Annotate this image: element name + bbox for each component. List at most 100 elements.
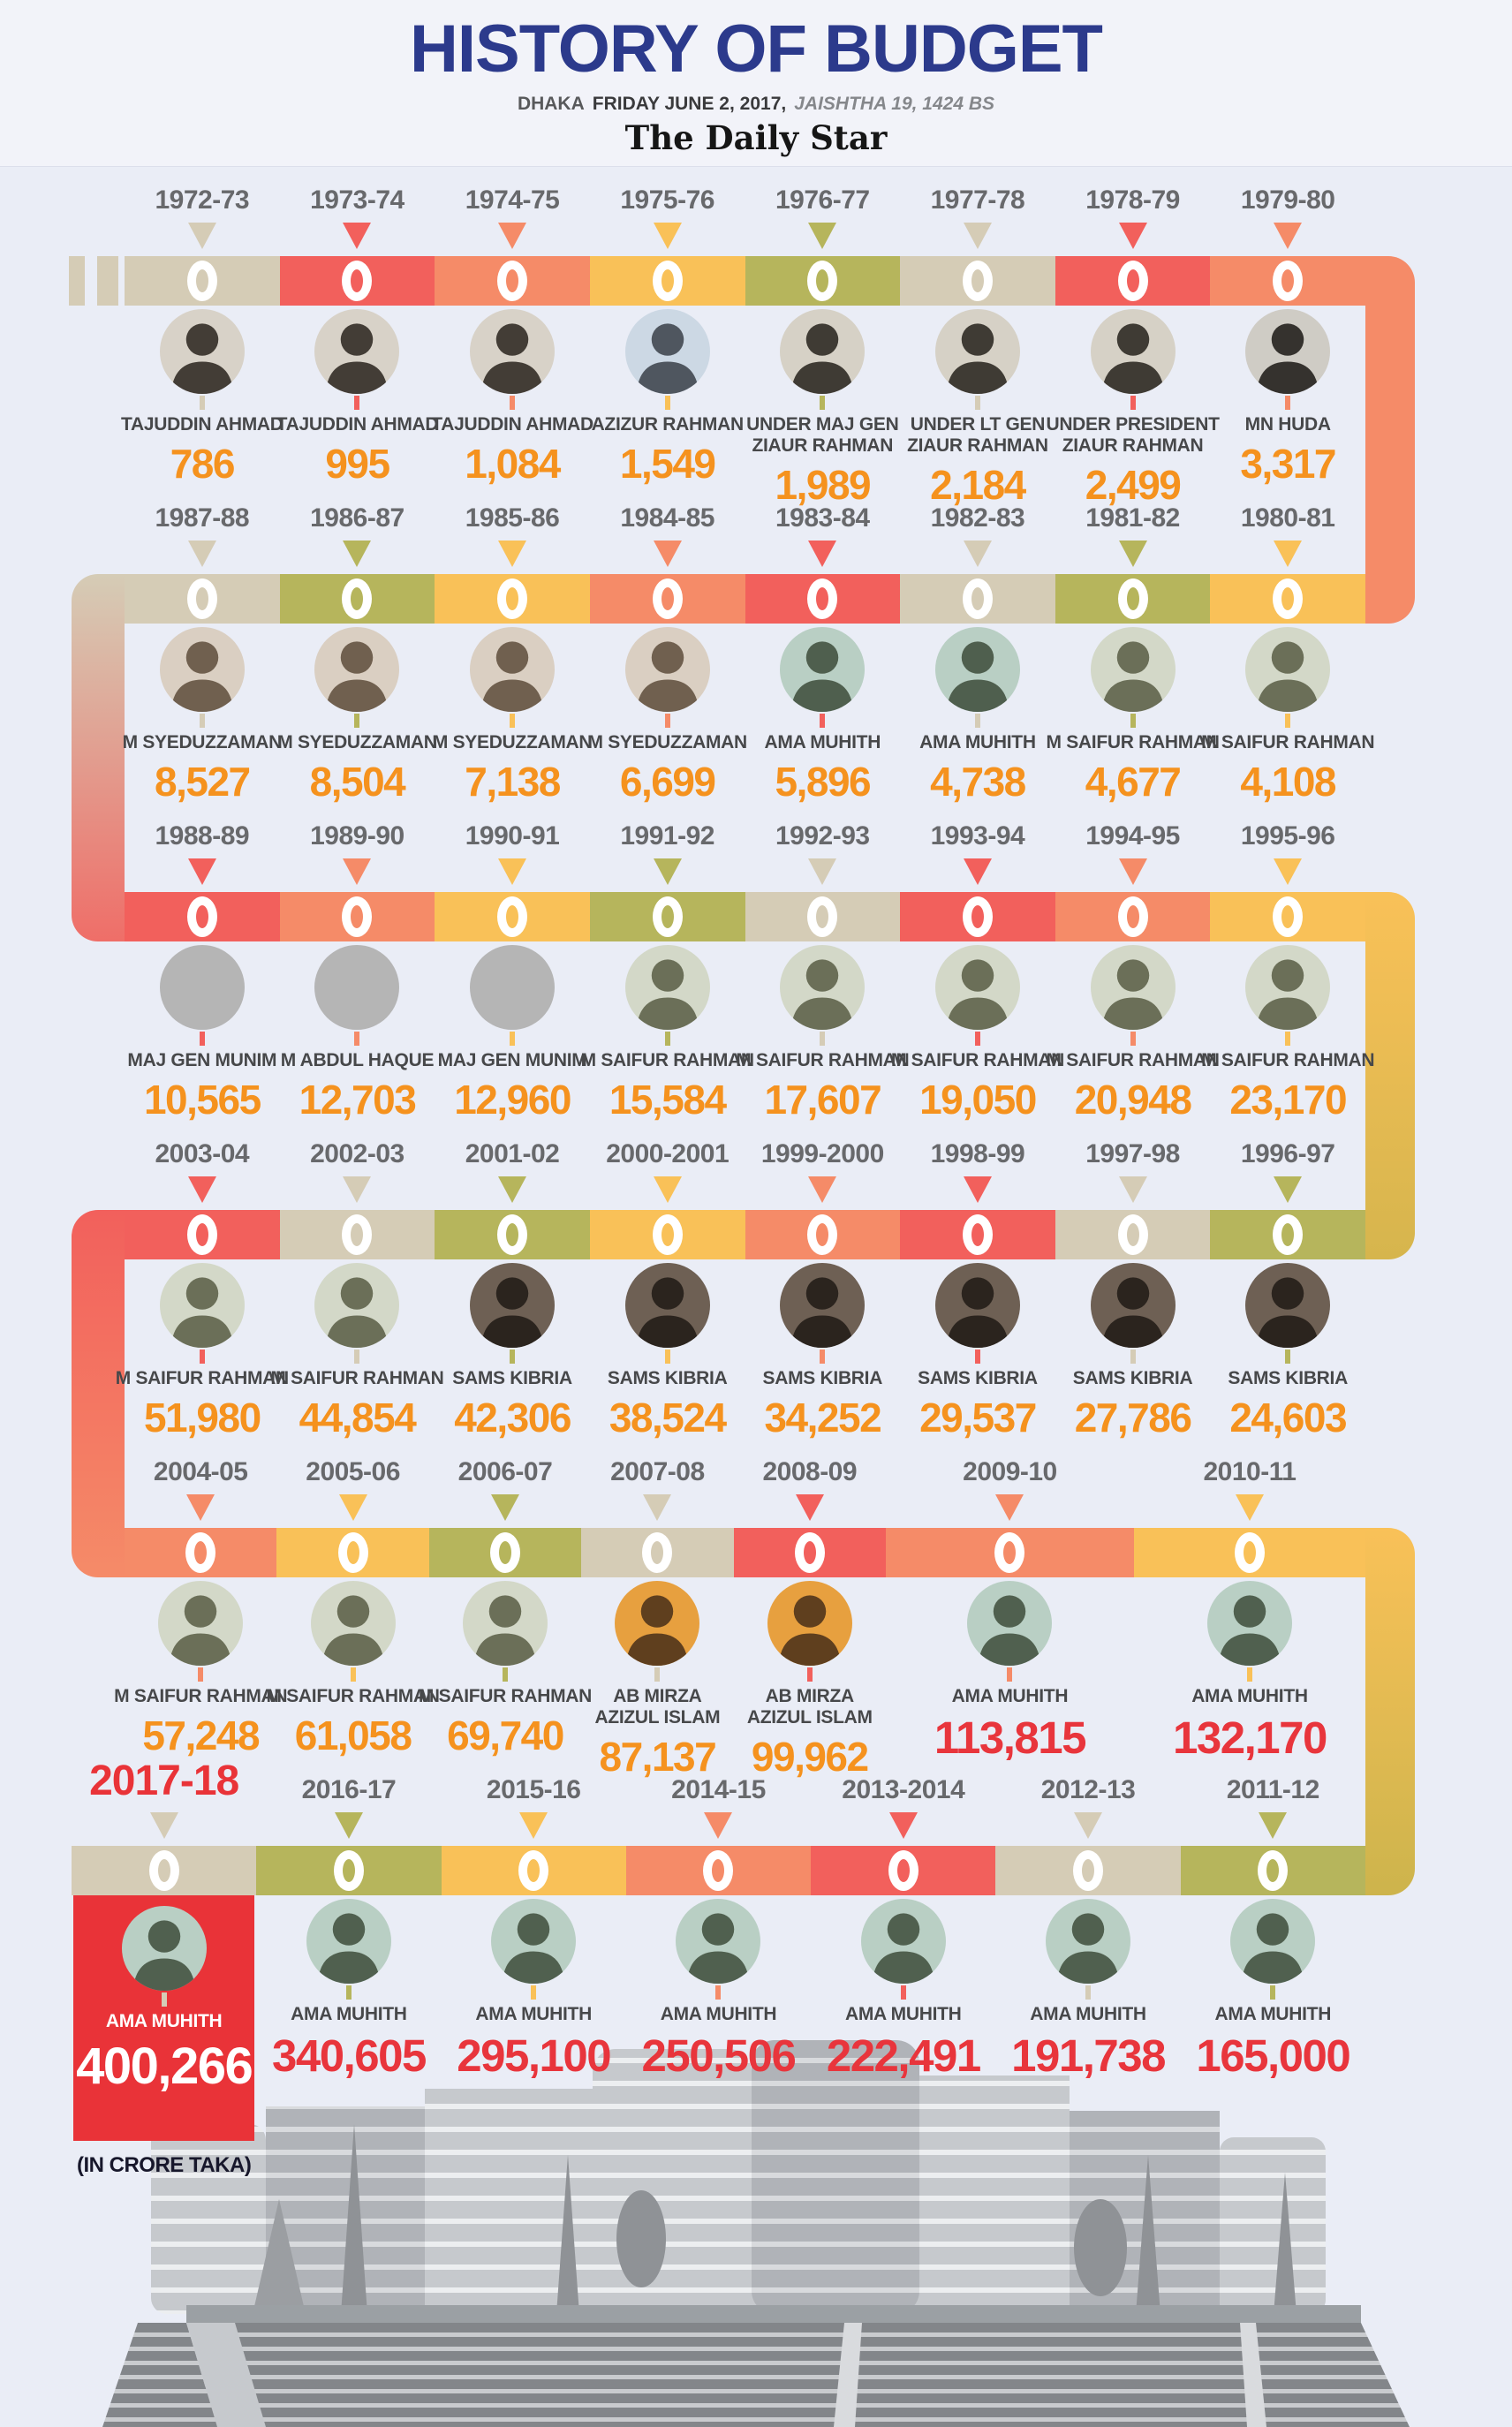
budget-value: 69,740: [447, 1713, 564, 1758]
entry-details: MAJ GEN MUNIM 12,960: [420, 945, 604, 1123]
budget-entry-2012-13: 2012-13 AMA MUHITH 191,738: [995, 1766, 1181, 2226]
budget-value: 1,549: [619, 441, 716, 487]
dateline-date: FRIDAY JUNE 2, 2017,: [592, 94, 787, 114]
timeline-start-dash: [97, 256, 118, 306]
timeline-node-icon: [489, 1532, 520, 1573]
year-label: 2013-2014: [842, 1775, 965, 1804]
minister-name: AB MIRZA AZIZUL ISLAM: [746, 1686, 873, 1728]
year-label: 2004-05: [153, 1457, 248, 1486]
minister-name: M SAIFUR RAHMAN: [580, 1050, 754, 1070]
year-marker-icon: [643, 1494, 672, 1521]
entry-details: SAMS KIBRIA 27,786: [1041, 1263, 1225, 1441]
budget-value: 4,677: [1085, 759, 1182, 805]
timeline-node-icon: [185, 1532, 216, 1573]
year-label: 1998-99: [930, 1139, 1025, 1168]
minister-name: UNDER LT GEN ZIAUR RAHMAN: [907, 414, 1048, 456]
year-label: 2005-06: [306, 1457, 400, 1486]
photo-tick: [1285, 396, 1291, 410]
entry-details: M SYEDUZZAMAN 6,699: [576, 627, 760, 805]
minister-photo: [470, 1263, 556, 1348]
entry-details: UNDER LT GEN ZIAUR RAHMAN 2,184: [886, 309, 1070, 509]
photo-tick: [199, 1032, 205, 1046]
minister-photo: [314, 627, 400, 712]
budget-entry-1990-91: 1990-91 MAJ GEN MUNIM 12,960: [435, 813, 590, 1130]
timeline-node-icon: [1234, 1532, 1265, 1573]
photo-tick: [510, 396, 516, 410]
year-label: 1985-86: [465, 503, 560, 533]
timeline-node-icon: [342, 261, 373, 301]
entry-details: MN HUDA 3,317: [1196, 309, 1380, 488]
timeline-node-icon: [652, 578, 683, 619]
year-label: 1992-93: [775, 821, 870, 851]
entry-details: AB MIRZA AZIZUL ISLAM 87,137: [567, 1581, 747, 1781]
year-marker-icon: [343, 1176, 372, 1203]
year-marker-icon: [963, 223, 992, 249]
year-label: 1972-73: [155, 185, 250, 215]
year-marker-icon: [995, 1494, 1024, 1521]
budget-entry-2003-04: 2003-04 M SAIFUR RAHMAN 51,980: [116, 1130, 289, 1448]
minister-photo: [1090, 1263, 1176, 1348]
minister-name: AMA MUHITH: [660, 2004, 777, 2024]
timeline-start-dash: [69, 256, 85, 306]
minister-photo: [491, 1899, 577, 1984]
minister-photo: [780, 945, 866, 1030]
minister-name: M SAIFUR RAHMAN: [266, 1686, 440, 1706]
timeline-segment: [900, 574, 1055, 624]
timeline-segment: [125, 1210, 280, 1259]
year-marker-icon: [338, 1494, 367, 1521]
entry-details: M SYEDUZZAMAN 7,138: [420, 627, 604, 805]
photo-tick: [974, 396, 980, 410]
entry-details: TAJUDDIN AHMAD 995: [266, 309, 450, 488]
entry-details: SAMS KIBRIA 38,524: [576, 1263, 760, 1441]
minister-photo: [159, 1263, 245, 1348]
year-marker-icon: [963, 858, 992, 885]
minister-photo: [967, 1581, 1053, 1666]
budget-entry-2016-17: 2016-17 AMA MUHITH 340,605: [256, 1766, 442, 2226]
entry-details: TAJUDDIN AHMAD 1,084: [420, 309, 604, 488]
year-label: 1997-98: [1085, 1139, 1180, 1168]
year-marker-icon: [795, 1494, 824, 1521]
timeline-segment: [1055, 256, 1211, 306]
timeline-segment: [72, 1846, 257, 1895]
budget-entry-1985-86: 1985-86 M SYEDUZZAMAN 7,138: [433, 495, 593, 813]
budget-entry-1999-2000: 1999-2000 SAMS KIBRIA 34,252: [745, 1130, 901, 1448]
timeline-segment: [435, 574, 590, 624]
minister-name: MN HUDA: [1244, 414, 1331, 435]
timeline-segment: [279, 892, 435, 941]
photo-tick: [350, 1667, 356, 1682]
budget-value: 340,605: [271, 2030, 427, 2081]
timeline-node-icon: [186, 261, 217, 301]
timeline-segment: [589, 892, 745, 941]
budget-entry-1989-90: 1989-90 M ABDUL HAQUE 12,703: [279, 813, 435, 1130]
timeline-segment: [995, 1846, 1181, 1895]
year-label: 2000-2001: [606, 1139, 730, 1168]
budget-value: 132,170: [1173, 1713, 1327, 1763]
year-marker-icon: [1274, 223, 1303, 249]
timeline-segment: [1210, 256, 1365, 306]
budget-value: 7,138: [465, 759, 561, 805]
year-label: 2010-11: [1203, 1457, 1297, 1486]
budget-entry-2004-05: 2004-05 M SAIFUR RAHMAN 57,248: [114, 1448, 287, 1766]
year-marker-icon: [808, 1176, 837, 1203]
timeline-row-2003-1996: 2003-04 M SAIFUR RAHMAN 51,980 2002-03 M SAI…: [116, 1130, 1365, 1448]
timeline-node-icon: [962, 1214, 993, 1255]
budget-value: 113,815: [934, 1713, 1087, 1763]
budget-entry-2002-03: 2002-03 M SAIFUR RAHMAN 44,854: [270, 1130, 443, 1448]
budget-entry-1983-84: 1983-84 AMA MUHITH 5,896: [745, 495, 901, 813]
timeline-segment: [276, 1528, 429, 1577]
budget-entry-1981-82: 1981-82 M SAIFUR RAHMAN 4,677: [1046, 495, 1219, 813]
minister-name: AMA MUHITH: [764, 732, 881, 752]
entry-details: M SAIFUR RAHMAN 61,058: [262, 1581, 442, 1759]
timeline-node-icon: [642, 1532, 673, 1573]
minister-name: TAJUDDIN AHMAD: [121, 414, 284, 435]
budget-value: 23,170: [1229, 1077, 1347, 1123]
photo-tick: [1270, 1985, 1276, 2000]
timeline-node-icon: [652, 896, 683, 937]
photo-tick: [1246, 1667, 1252, 1682]
year-label: 2017-18: [89, 1758, 239, 1804]
photo-tick: [715, 1985, 722, 2000]
timeline-connector-right-2: [1365, 892, 1415, 1259]
page-title: HISTORY OF BUDGET: [410, 11, 1103, 87]
timeline-segment: [900, 256, 1055, 306]
photo-tick: [664, 714, 670, 728]
